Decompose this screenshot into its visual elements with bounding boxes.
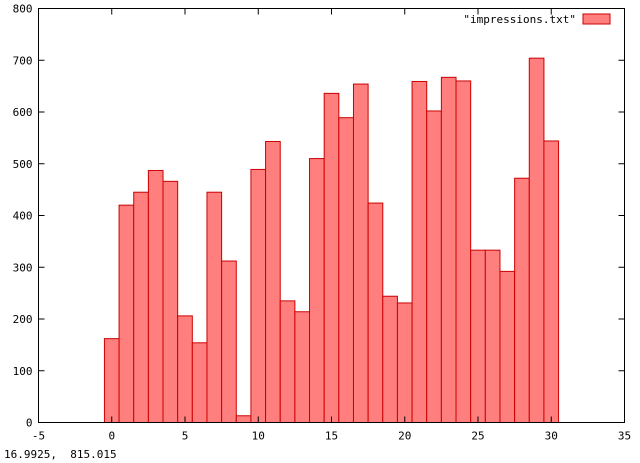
bar [265,141,281,423]
x-tick-label: 35 [618,430,631,443]
bar [133,191,149,423]
y-tick-label: 100 [13,365,33,378]
legend-label: "impressions.txt" [463,13,576,26]
bar [162,180,179,423]
y-tick-label: 600 [13,106,33,119]
y-tick-label: 400 [13,210,33,223]
y-tick-label: 0 [26,417,33,430]
y-tick-label: 700 [13,54,33,67]
y-tick-label: 200 [13,313,33,326]
bar [177,315,193,424]
coordinate-readout: 16.9925, 815.015 [4,448,117,461]
x-tick-label: 10 [252,430,265,443]
bar [147,169,164,423]
bar [221,260,237,424]
bar [323,92,340,424]
bar [470,249,486,423]
legend-swatch [582,13,611,25]
legend: "impressions.txt" [463,13,611,26]
bar [455,80,472,423]
bar [382,295,398,424]
x-tick-label: 25 [471,430,484,443]
x-tick-label: 15 [325,430,338,443]
bar [514,177,530,423]
bar [396,302,413,423]
x-tick-label: -5 [32,430,45,443]
bars-layer [103,57,560,424]
bar [118,204,135,423]
bar [367,202,384,423]
x-tick-label: 0 [108,430,115,443]
bar [338,117,354,423]
bar [191,342,208,423]
y-tick-label: 800 [13,3,33,16]
bar [543,140,560,423]
bar [235,415,252,423]
bar [528,57,545,424]
bar [279,300,296,424]
bar [352,83,369,423]
x-tick-label: 30 [545,430,558,443]
bar [499,270,516,424]
y-tick-label: 300 [13,261,33,274]
bar [309,158,325,424]
bar [294,311,311,423]
bar [206,191,223,423]
bar [411,80,428,423]
bar [426,110,442,423]
bar [440,76,457,424]
x-tick-label: 20 [398,430,411,443]
x-tick-label: 5 [182,430,189,443]
bar [484,249,501,423]
axes-layer: -5 0 5 10 15 20 25 30 35010020030040050060070080… [13,3,632,443]
bar [103,338,120,423]
bar [250,168,267,423]
y-tick-label: 500 [13,158,33,171]
